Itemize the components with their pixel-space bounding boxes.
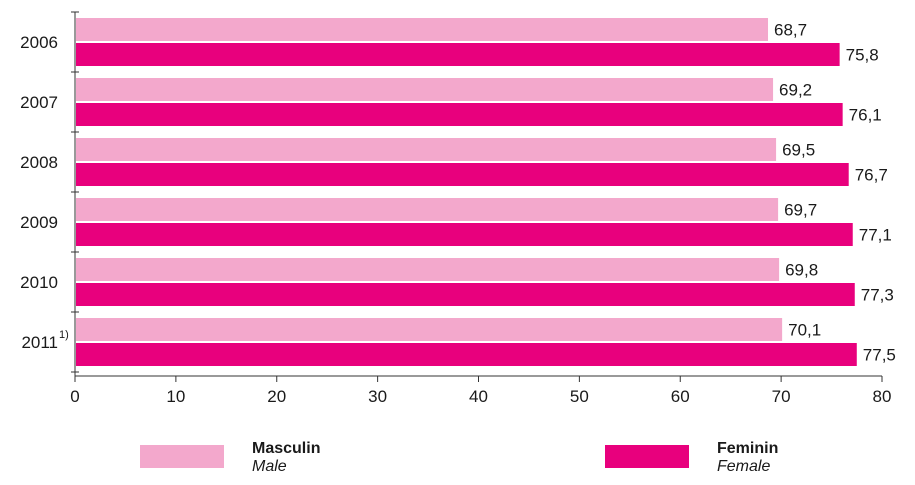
category-label: 2009 xyxy=(20,213,58,232)
category-label: 2010 xyxy=(20,273,58,292)
legend-sublabel-male: Male xyxy=(252,458,287,475)
x-tick-label: 20 xyxy=(267,387,286,406)
bar-female xyxy=(76,103,843,126)
bar-male xyxy=(76,138,777,161)
legend-sublabel-female: Female xyxy=(717,458,771,475)
bar-chart: 0 10 20 30 40 50 60 70 80 68,7 75,8 2006 69,2 76,1 200… xyxy=(20,11,896,406)
bar-male xyxy=(76,198,779,221)
x-tick-label: 80 xyxy=(873,387,892,406)
bar-female xyxy=(76,223,853,246)
data-label: 77,3 xyxy=(861,286,894,305)
legend-swatch-female xyxy=(605,445,689,468)
legend-item-female: Feminin Female xyxy=(605,440,778,476)
data-label: 77,1 xyxy=(859,226,892,245)
data-label: 68,7 xyxy=(774,21,807,40)
x-tick-label: 0 xyxy=(70,387,79,406)
bar-female xyxy=(76,43,840,66)
bar-female xyxy=(76,283,855,306)
x-tick-label: 10 xyxy=(166,387,185,406)
data-label: 69,2 xyxy=(779,81,812,100)
data-label: 69,5 xyxy=(782,141,815,160)
legend-swatch-male xyxy=(140,445,224,468)
category-label: 2008 xyxy=(20,153,58,172)
data-label: 75,8 xyxy=(846,46,879,65)
bar-male xyxy=(76,18,769,41)
category-label: 2006 xyxy=(20,33,58,52)
bar-male xyxy=(76,258,780,281)
category-label: 2007 xyxy=(20,93,58,112)
legend-item-male: Masculin Male xyxy=(140,440,320,476)
data-label: 69,8 xyxy=(785,261,818,280)
bar-female xyxy=(76,343,857,366)
bar-male xyxy=(76,78,774,101)
x-tick-label: 60 xyxy=(671,387,690,406)
x-tick-label: 70 xyxy=(772,387,791,406)
bar-female xyxy=(76,163,849,186)
legend-label-male: Masculin xyxy=(252,440,321,457)
bar-male xyxy=(76,318,783,341)
legend-label-female: Feminin xyxy=(717,440,779,457)
data-label: 69,7 xyxy=(784,201,817,220)
x-tick-label: 50 xyxy=(570,387,589,406)
category-footnote: 1) xyxy=(59,329,69,341)
data-label: 76,1 xyxy=(849,106,882,125)
x-tick-label: 40 xyxy=(469,387,488,406)
x-tick-label: 30 xyxy=(368,387,387,406)
data-label: 76,7 xyxy=(855,166,888,185)
category-label: 2011 xyxy=(21,333,58,352)
data-label: 77,5 xyxy=(863,346,896,365)
data-label: 70,1 xyxy=(788,321,821,340)
